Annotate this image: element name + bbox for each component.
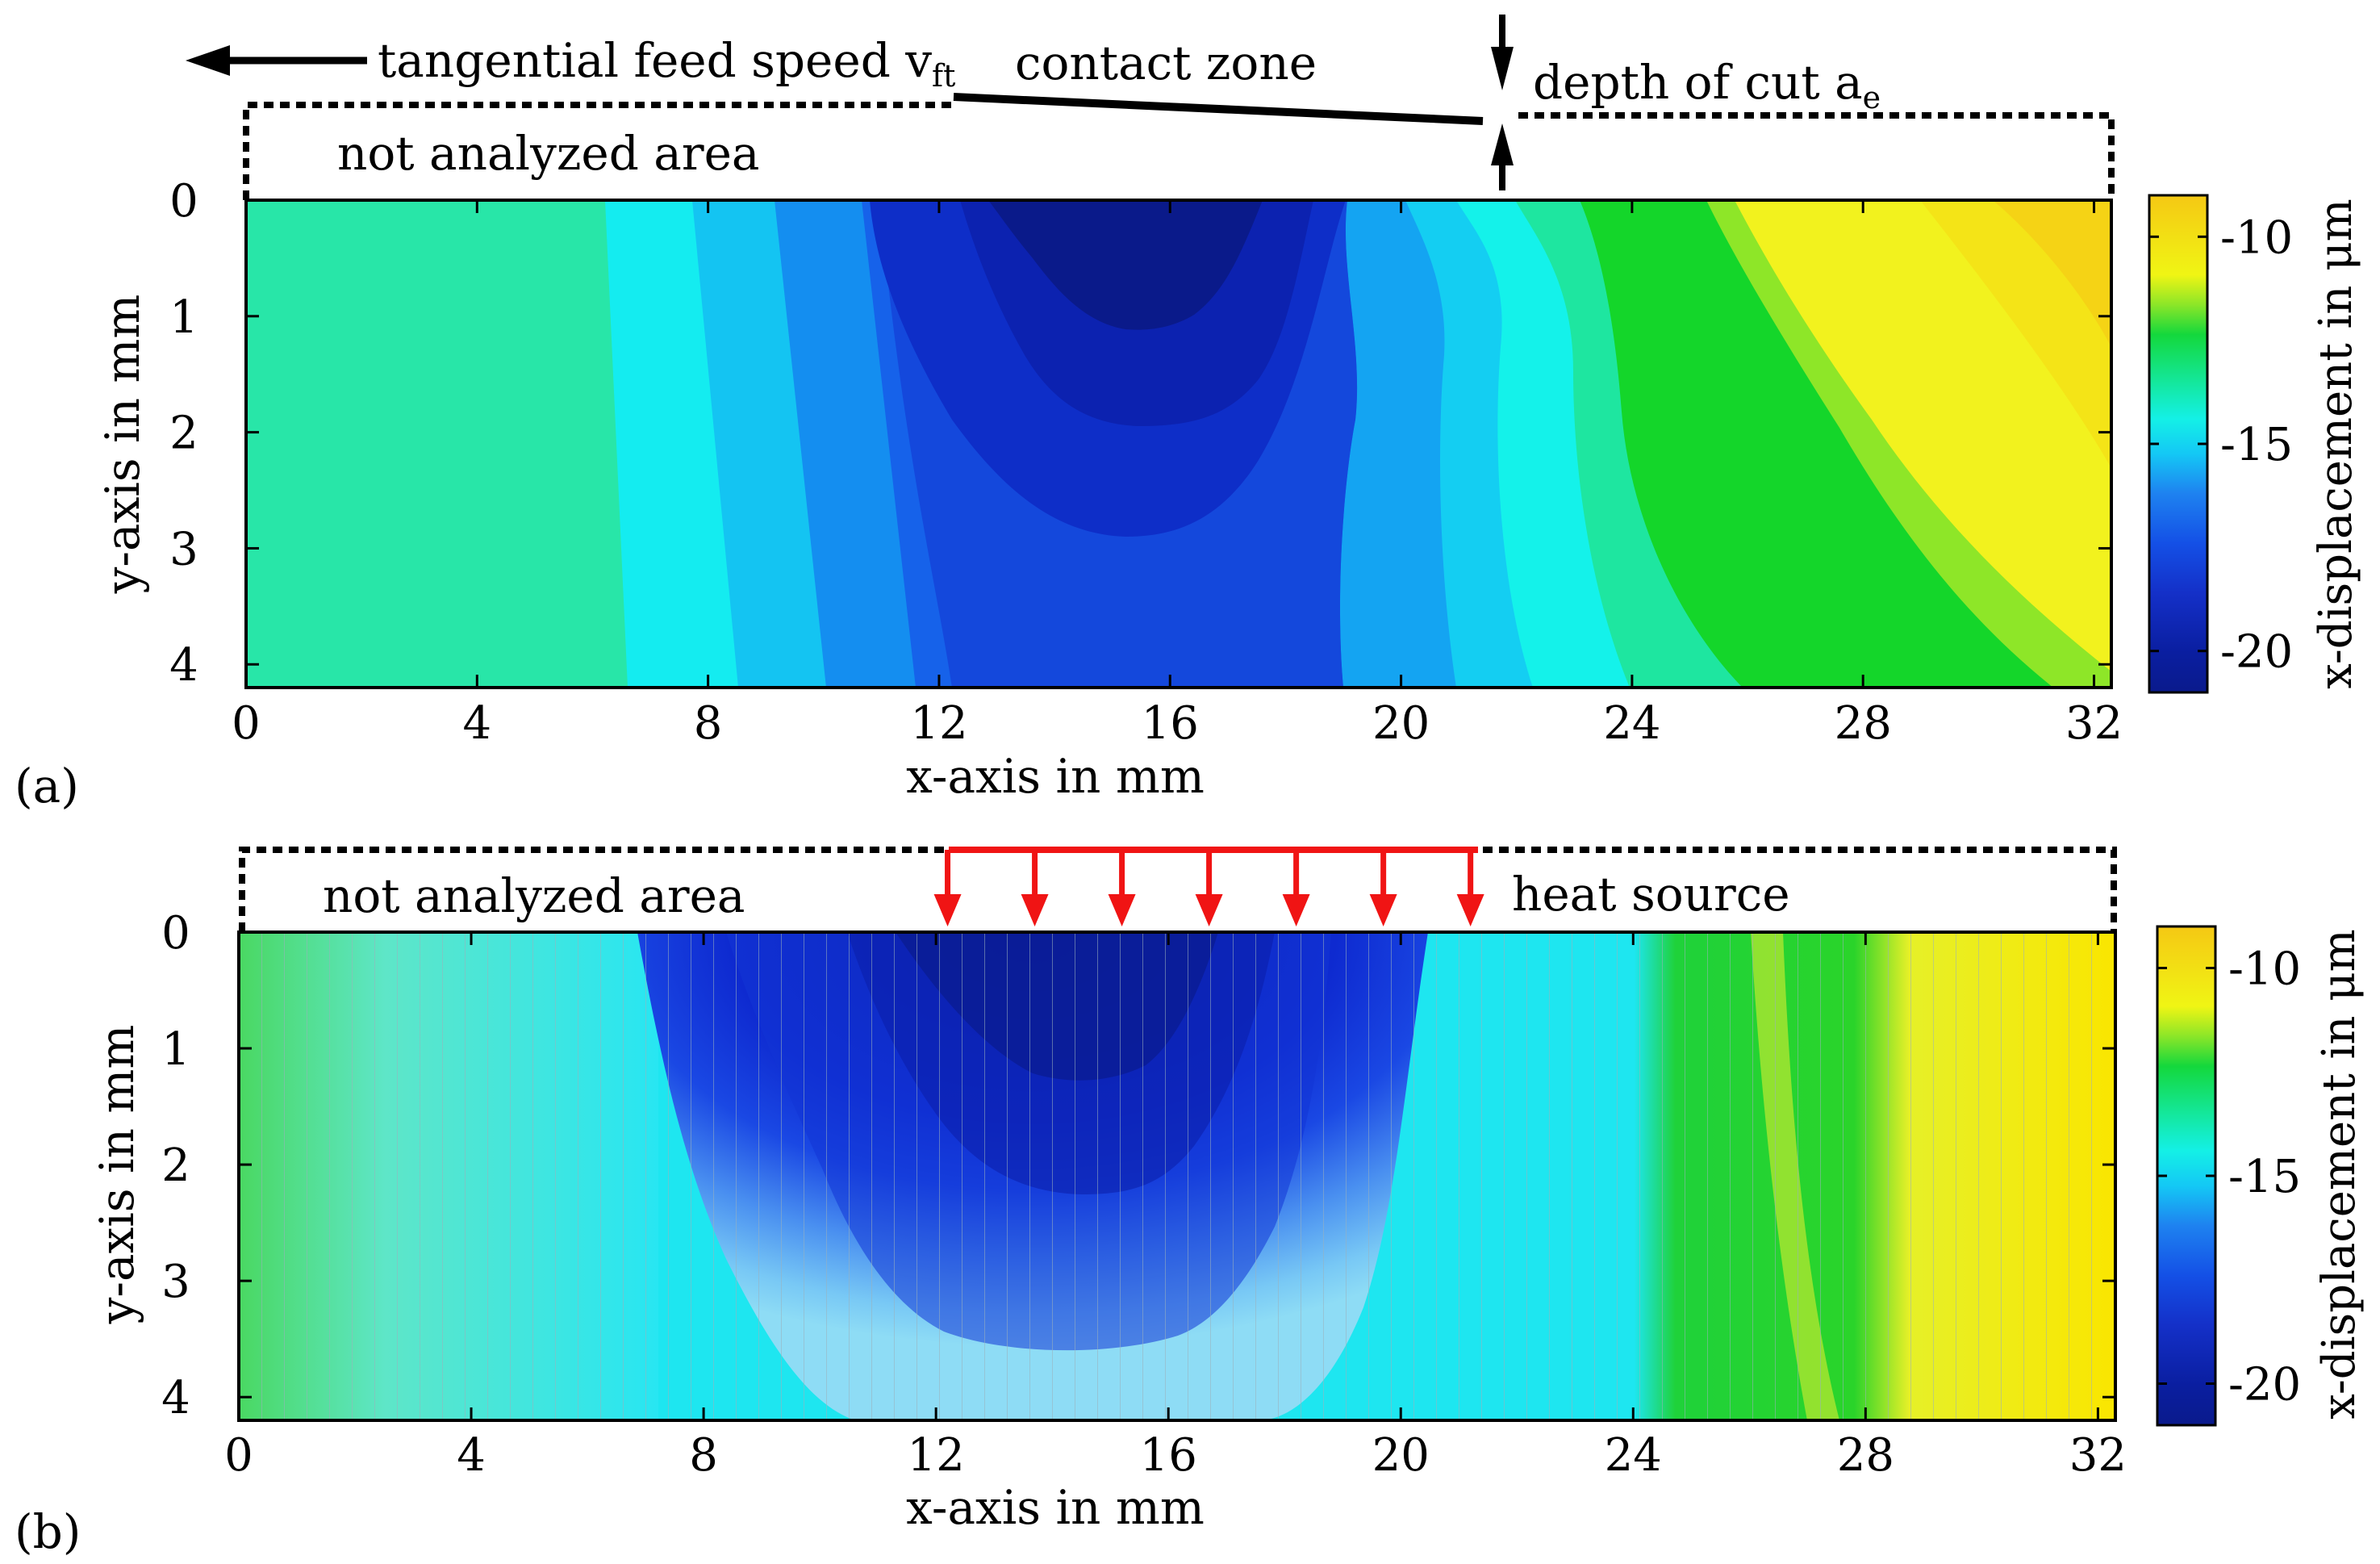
x-tick-label: 28: [1835, 697, 1892, 750]
y-tick-label: 4: [161, 1372, 190, 1424]
colorbar-tick-label: -10: [2228, 943, 2301, 996]
x-tick-label: 20: [1372, 697, 1430, 750]
y-tick-labels-a: 0 1 2 3 4: [169, 175, 198, 692]
x-tick-label: 28: [1837, 1429, 1894, 1482]
heat-source-arrow-head: [933, 894, 962, 926]
depth-of-cut-label: depth of cut ae: [1533, 55, 1881, 115]
not-analyzed-label: not analyzed area: [337, 126, 760, 181]
not-analyzed-label-b: not analyzed area: [323, 868, 745, 923]
depth-of-cut-arrows: [1491, 15, 1514, 190]
heat-source-arrow-head: [1195, 894, 1223, 926]
feed-speed-arrow: [186, 45, 367, 76]
x-tick-label: 32: [2065, 697, 2123, 750]
colorbar-tick-label: -20: [2220, 626, 2293, 679]
panel-a: tangential feed speed vft contact zone d…: [15, 15, 2362, 813]
panel-b: not analyzed area heat source 0 4 8 12 1…: [15, 847, 2365, 1559]
y-tick-label: 0: [161, 907, 190, 960]
contact-zone-label: contact zone: [1015, 36, 1317, 90]
y-tick-labels-b: 0 1 2 3 4: [161, 907, 190, 1424]
x-tick-label: 4: [462, 697, 491, 750]
x-tick-label: 12: [910, 697, 967, 750]
heat-source-arrows: [933, 850, 1484, 926]
x-tick-label: 16: [1142, 697, 1199, 750]
y-tick-label: 0: [169, 175, 198, 228]
contour-field-a: [246, 200, 2111, 688]
axes-ticks-b: [237, 930, 2115, 1420]
contact-zone-line: [953, 93, 1484, 125]
y-tick-label: 1: [161, 1023, 190, 1076]
colorbar-ticks-a: [2149, 235, 2207, 653]
heat-source-arrow-head: [1369, 894, 1397, 926]
plot-frame-a: [244, 199, 2113, 689]
heat-source-arrow-head: [1021, 894, 1049, 926]
colorbar-ticks-b: [2157, 967, 2215, 1385]
x-tick-label: 32: [2069, 1429, 2127, 1482]
heat-source-arrow-head: [1456, 894, 1484, 926]
heat-source-label: heat source: [1512, 867, 1790, 922]
y-tick-label: 1: [169, 291, 198, 344]
colorbar-tick-label: -20: [2228, 1359, 2301, 1411]
panel-label-a: (a): [15, 759, 79, 813]
y-axis-title-b: y-axis in mm: [90, 1025, 144, 1325]
x-tick-labels-a: 0 4 8 12 16 20 24 28 32: [232, 697, 2123, 750]
colorbar-tick-labels-a: -10 -15 -20: [2220, 211, 2293, 678]
y-tick-label: 4: [169, 639, 198, 692]
colorbar-title-a: x-displacement in μm: [2310, 199, 2362, 689]
axes-ticks-a: [244, 199, 2111, 688]
colorbar-tick-label: -15: [2220, 419, 2293, 471]
x-tick-label: 8: [689, 1429, 718, 1482]
y-tick-label: 3: [169, 523, 198, 575]
plot-frame-b: [237, 930, 2117, 1422]
contour-field-b: [239, 932, 2115, 1420]
colorbar-tick-label: -15: [2228, 1151, 2301, 1203]
not-analyzed-frame: [243, 102, 2115, 200]
x-tick-label: 4: [457, 1429, 486, 1482]
x-tick-label: 0: [224, 1429, 253, 1482]
x-tick-label: 12: [908, 1429, 965, 1482]
x-tick-label: 20: [1372, 1429, 1430, 1482]
panel-label-b: (b): [15, 1504, 81, 1559]
x-tick-label: 24: [1603, 697, 1660, 750]
x-axis-title-a: x-axis in mm: [906, 749, 1205, 804]
heat-source-arrow-head: [1108, 894, 1136, 926]
heat-source-arrow-head: [1282, 894, 1310, 926]
y-tick-label: 2: [169, 408, 198, 460]
x-tick-labels-b: 0 4 8 12 16 20 24 28 32: [224, 1429, 2127, 1482]
colorbar-title-b: x-displacement in μm: [2313, 929, 2365, 1420]
y-tick-label: 3: [161, 1256, 190, 1308]
x-tick-label: 8: [694, 697, 723, 750]
x-tick-label: 0: [232, 697, 261, 750]
x-axis-title-b: x-axis in mm: [906, 1480, 1205, 1535]
colorbar-tick-label: -10: [2220, 211, 2293, 264]
colorbar-tick-labels-b: -10 -15 -20: [2228, 943, 2301, 1411]
x-tick-label: 16: [1140, 1429, 1197, 1482]
x-tick-label: 24: [1605, 1429, 1662, 1482]
y-axis-title-a: y-axis in mm: [95, 295, 150, 595]
feed-speed-label: tangential feed speed vft: [378, 33, 955, 94]
y-tick-label: 2: [161, 1140, 190, 1192]
